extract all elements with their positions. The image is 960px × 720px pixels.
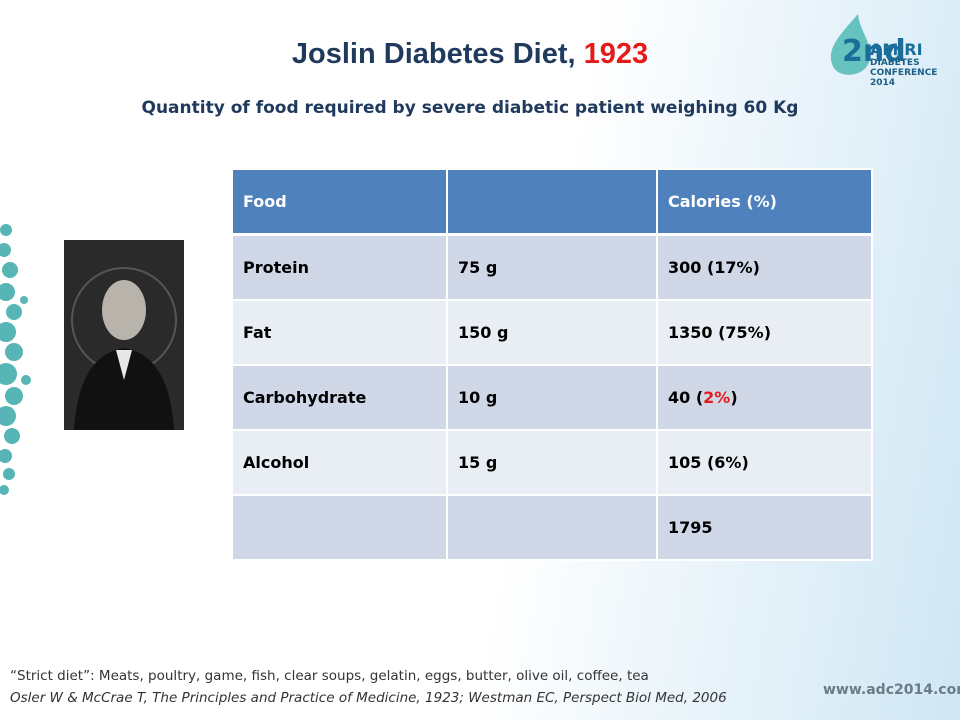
cell-part: ) bbox=[730, 388, 738, 407]
table-cell bbox=[446, 168, 658, 236]
cell-part: 40 ( bbox=[668, 388, 704, 407]
title-text: Joslin Diabetes Diet, bbox=[291, 38, 584, 70]
table-cell: Food bbox=[231, 168, 448, 236]
table-cell: Protein bbox=[231, 233, 448, 301]
table-row: Fat 150 g 1350 (75%) bbox=[231, 299, 873, 366]
table-cell: 105 (6%) bbox=[656, 429, 873, 496]
table-cell bbox=[446, 494, 658, 561]
table-cell: Fat bbox=[231, 299, 448, 366]
logo-ordinal-text: 2nd bbox=[842, 34, 906, 69]
title-year: 1923 bbox=[583, 38, 649, 70]
table-cell: Calories (%) bbox=[656, 168, 873, 236]
cell-part: 2% bbox=[703, 388, 731, 407]
table-cell: 1795 bbox=[656, 494, 873, 561]
table-cell: Carbohydrate bbox=[231, 364, 448, 431]
subtitle: Quantity of food required by severe diab… bbox=[141, 98, 799, 118]
logo-name: AMIRI bbox=[870, 40, 923, 59]
footer-citation: Osler W & McCrae T, The Principles and P… bbox=[10, 690, 727, 706]
table-cell: 75 g bbox=[446, 233, 658, 301]
table-cell: 1350 (75%) bbox=[656, 299, 873, 366]
logo-ordinal: 2nd bbox=[842, 34, 906, 69]
footer-note: “Strict diet”: Meats, poultry, game, fis… bbox=[10, 668, 649, 684]
table-cell: 15 g bbox=[446, 429, 658, 496]
table-row: 1795 bbox=[231, 494, 873, 561]
table-header-row: Food Calories (%) bbox=[231, 168, 873, 236]
table: Food Calories (%) Protein 75 g 300 (17%) Fat 1… bbox=[231, 168, 873, 561]
website: www.adc2014.com bbox=[823, 682, 960, 698]
logo: AMIRI DIABETES CONFERENCE 2014 bbox=[870, 40, 960, 89]
logo-drop bbox=[830, 14, 871, 75]
table-cell: 40 (2%) bbox=[656, 364, 873, 431]
portrait bbox=[64, 240, 184, 430]
table-cell: Alcohol bbox=[231, 429, 448, 496]
table-cell: 10 g bbox=[446, 364, 658, 431]
title: Joslin Diabetes Diet, 1923 bbox=[0, 38, 940, 71]
decor-dots bbox=[0, 224, 31, 495]
logo-line: CONFERENCE 2014 bbox=[870, 68, 938, 88]
table-cell: 300 (17%) bbox=[656, 233, 873, 301]
table-row: Carbohydrate 10 g 40 (2%) bbox=[231, 364, 873, 431]
logo-line: DIABETES bbox=[870, 58, 920, 68]
table-row: Protein 75 g 300 (17%) bbox=[231, 233, 873, 301]
table-cell: 150 g bbox=[446, 299, 658, 366]
table-row: Alcohol 15 g 105 (6%) bbox=[231, 429, 873, 496]
table-cell bbox=[231, 494, 448, 561]
